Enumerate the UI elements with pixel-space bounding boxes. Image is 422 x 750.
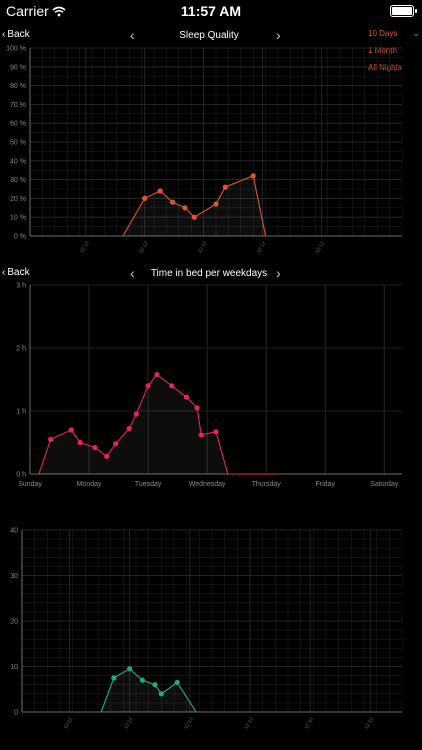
data-point — [194, 405, 200, 411]
y-tick-label: 10 — [10, 664, 18, 671]
data-point — [145, 383, 151, 389]
x-tick-label: 12:12 — [304, 716, 316, 730]
x-tick-label: Wednesday — [189, 481, 226, 488]
data-point — [48, 436, 54, 442]
data-point — [169, 383, 175, 389]
previous-chart-button[interactable]: ‹ — [130, 265, 135, 281]
series-area — [123, 175, 266, 236]
chevron-left-icon: ‹ — [2, 267, 6, 278]
data-point — [68, 427, 74, 433]
range-option-10-days[interactable]: 10 Days — [368, 29, 398, 38]
series-line — [122, 175, 267, 237]
y-tick-label: 60 % — [10, 121, 26, 128]
data-point — [77, 439, 83, 446]
y-tick-label: 20 % — [10, 196, 26, 203]
data-point — [133, 411, 139, 417]
chevron-down-icon[interactable]: ⌄ — [412, 28, 421, 39]
nav-bar-time-in-bed: ‹ Back ‹ Time in bed per weekdays › — [0, 264, 422, 284]
wifi-icon — [52, 4, 66, 22]
data-point — [127, 666, 133, 672]
next-chart-button[interactable]: › — [276, 27, 281, 43]
data-point — [157, 188, 163, 194]
y-tick-label: 10 % — [10, 215, 26, 222]
y-tick-label: 80 % — [10, 83, 26, 90]
carrier-label: Carrier — [6, 3, 49, 19]
x-tick-label: 12:12 — [315, 240, 327, 254]
range-option-1-month[interactable]: 1 Month — [368, 46, 397, 55]
x-tick-label: 12:12 — [256, 240, 268, 254]
series-area — [38, 374, 278, 474]
x-tick-label: 12:12 — [79, 240, 91, 254]
chevron-left-icon: ‹ — [2, 29, 6, 40]
data-point — [213, 201, 219, 207]
x-tick-label: Thursday — [252, 481, 282, 488]
x-tick-label: Monday — [77, 481, 102, 488]
data-point — [154, 371, 160, 378]
third-chart: 0 10 20 30 40 12:12 12:12 12:12 12:12 12:12 12:12 — [10, 528, 403, 730]
data-point — [182, 205, 188, 211]
y-tick-label: 30 % — [10, 177, 26, 184]
data-point — [158, 691, 164, 697]
back-label: Back — [7, 29, 30, 40]
x-tick-label: 12:12 — [123, 716, 135, 730]
x-tick-label: Saturday — [370, 481, 399, 488]
data-point — [191, 214, 197, 220]
data-point — [139, 677, 145, 683]
sleep-quality-chart: 0 % 10 % 20 % 30 % 40 % 50 % 60 % 70 % 80 % 90 % 1… — [6, 46, 403, 254]
data-point — [111, 675, 117, 681]
chart-title: Sleep Quality — [179, 30, 239, 41]
x-tick-label: Tuesday — [135, 481, 162, 488]
data-point — [213, 429, 219, 435]
y-tick-label: 50 % — [10, 140, 26, 147]
status-bar: Carrier 11:57 AM — [0, 0, 422, 24]
data-point — [113, 441, 119, 447]
previous-chart-button[interactable]: ‹ — [130, 27, 135, 43]
x-tick-label: 12:12 — [364, 716, 376, 730]
time-in-bed-chart: 0 h 1 h 2 h 3 h Sunday Monday Tuesday Wednesday… — [16, 283, 402, 488]
y-tick-label: 0 % — [14, 234, 26, 241]
y-tick-label: 0 h — [16, 472, 26, 479]
back-label: Back — [7, 267, 30, 278]
y-tick-label: 1 h — [16, 409, 26, 416]
data-point — [198, 432, 204, 438]
x-tick-label: 12:12 — [183, 716, 195, 730]
y-tick-label: 3 h — [16, 283, 26, 290]
data-point — [170, 199, 176, 205]
data-point — [126, 426, 132, 432]
y-tick-label: 30 — [10, 573, 18, 580]
y-tick-label: 0 — [14, 710, 18, 717]
data-point — [104, 453, 110, 459]
data-point — [152, 682, 158, 688]
y-tick-label: 2 h — [16, 346, 26, 353]
y-tick-label: 40 — [10, 528, 18, 535]
range-menu: ⌄ 10 Days 1 Month All Nights — [368, 28, 422, 81]
x-tick-label: Friday — [316, 481, 336, 488]
data-point — [92, 444, 98, 451]
clock: 11:57 AM — [180, 3, 242, 19]
back-button[interactable]: ‹ Back — [2, 267, 30, 278]
data-point — [183, 394, 190, 400]
y-tick-label: 40 % — [10, 158, 26, 165]
data-point — [142, 195, 148, 201]
data-point — [222, 184, 228, 190]
range-option-all-nights[interactable]: All Nights — [368, 63, 402, 72]
y-tick-label: 70 % — [10, 102, 26, 109]
x-tick-label: Sunday — [18, 481, 42, 488]
next-chart-button[interactable]: › — [276, 265, 281, 281]
back-button[interactable]: ‹ Back — [2, 29, 30, 40]
series-area — [101, 668, 197, 712]
battery-icon — [390, 5, 417, 17]
chart-title: Time in bed per weekdays — [150, 268, 268, 279]
data-point — [174, 679, 180, 686]
nav-bar-sleep-quality: ‹ Back ‹ Sleep Quality › — [0, 26, 422, 46]
x-tick-label: 12:12 — [63, 716, 75, 730]
y-tick-label: 100 % — [6, 46, 26, 53]
x-tick-label: 12:12 — [138, 240, 150, 254]
y-tick-label: 90 % — [10, 64, 26, 71]
x-tick-label: 12:12 — [197, 240, 209, 254]
x-tick-label: 12:12 — [243, 716, 255, 730]
data-point — [250, 173, 256, 179]
y-tick-label: 20 — [10, 619, 18, 626]
series-line — [100, 668, 197, 713]
